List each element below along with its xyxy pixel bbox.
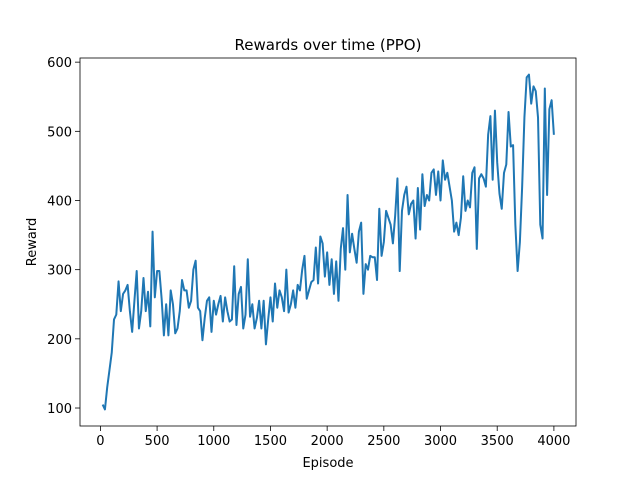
x-tick-label: 500 <box>145 434 170 449</box>
y-tick-label: 100 <box>47 402 72 417</box>
y-tick-label: 600 <box>47 56 72 71</box>
x-tick-label: 3000 <box>424 434 457 449</box>
x-tick-label: 3500 <box>481 434 514 449</box>
x-tick-label: 1000 <box>197 434 230 449</box>
plot-frame <box>79 57 577 427</box>
y-tick-label: 400 <box>47 194 72 209</box>
y-axis-label: Reward <box>25 218 40 266</box>
x-tick-label: 0 <box>96 434 104 449</box>
x-tick-label: 2000 <box>311 434 344 449</box>
y-tick-label: 200 <box>47 333 72 348</box>
y-tick-label: 300 <box>47 264 72 279</box>
chart-title: Rewards over time (PPO) <box>235 36 422 54</box>
x-axis-label: Episode <box>302 456 353 471</box>
line <box>101 73 555 411</box>
x-tick-label: 2500 <box>367 434 400 449</box>
x-tick-label: 1500 <box>254 434 287 449</box>
x-tick-label: 4000 <box>537 434 570 449</box>
y-tick-label: 500 <box>47 125 72 140</box>
